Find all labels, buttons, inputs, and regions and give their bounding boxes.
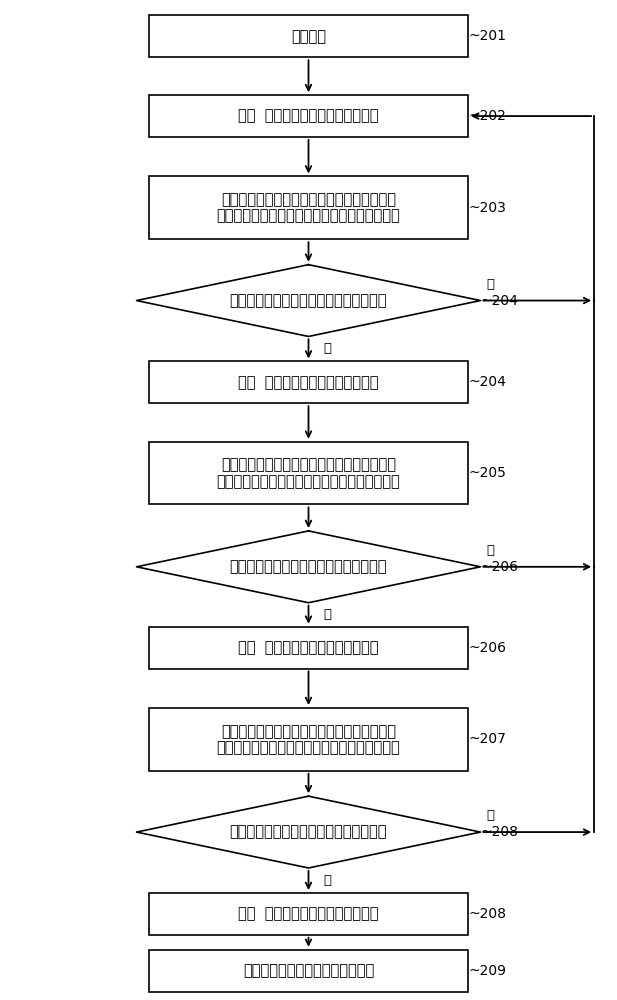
Polygon shape [136, 531, 481, 603]
Text: ~208: ~208 [468, 907, 506, 921]
Text: 从多  个调光设定选用第二调光设定: 从多 个调光设定选用第二调光设定 [238, 375, 379, 390]
Text: ~207: ~207 [468, 732, 506, 746]
Text: 在任意时间内关闭电源并开启电源: 在任意时间内关闭电源并开启电源 [243, 963, 374, 978]
Text: 源，计时控制逻辑计时结束，获得第二计时时间: 源，计时控制逻辑计时结束，获得第二计时时间 [217, 474, 400, 489]
Text: 关闭电源，该计时控制逻辑开始计时，开启电: 关闭电源，该计时控制逻辑开始计时，开启电 [221, 724, 396, 739]
Text: 是: 是 [487, 809, 495, 822]
Text: 否: 否 [324, 608, 332, 621]
Text: ~204: ~204 [468, 375, 506, 389]
Text: 从多  个调光设定选用第四调光设定: 从多 个调光设定选用第四调光设定 [238, 906, 379, 921]
Text: ~208: ~208 [481, 825, 518, 839]
Text: ~204: ~204 [481, 294, 518, 308]
Text: 是: 是 [487, 278, 495, 291]
FancyBboxPatch shape [149, 361, 468, 403]
Text: 开启电源: 开启电源 [291, 29, 326, 44]
Text: ~203: ~203 [468, 201, 506, 215]
FancyBboxPatch shape [149, 708, 468, 771]
Text: 判断该第三计时时间是否大于该预设时间: 判断该第三计时时间是否大于该预设时间 [230, 825, 387, 840]
Text: 否: 否 [324, 342, 332, 355]
FancyBboxPatch shape [149, 627, 468, 669]
Text: ~209: ~209 [468, 964, 506, 978]
FancyBboxPatch shape [149, 950, 468, 992]
FancyBboxPatch shape [149, 442, 468, 504]
Text: 从多  个调光设定选用第三调光设定: 从多 个调光设定选用第三调光设定 [238, 640, 379, 655]
Text: ~202: ~202 [468, 109, 506, 123]
Text: ~206: ~206 [468, 641, 506, 655]
Text: 源，计时控制逻辑计时结束，获得第三计时时间: 源，计时控制逻辑计时结束，获得第三计时时间 [217, 740, 400, 755]
Text: 从多  个调光设定选用第一调光设定: 从多 个调光设定选用第一调光设定 [238, 109, 379, 124]
Text: 关闭电源，该计时控制逻辑开始计时，开启电: 关闭电源，该计时控制逻辑开始计时，开启电 [221, 192, 396, 207]
Polygon shape [136, 265, 481, 336]
Text: 源，计时控制逻辑计时结束，获得第一计时时间: 源，计时控制逻辑计时结束，获得第一计时时间 [217, 208, 400, 223]
FancyBboxPatch shape [149, 893, 468, 935]
Text: ~201: ~201 [468, 29, 506, 43]
Text: 判断该第二计时时间是否大于该预设时间: 判断该第二计时时间是否大于该预设时间 [230, 559, 387, 574]
Text: 否: 否 [324, 874, 332, 887]
Text: 判断该第一计时时间是否大于该预设时间: 判断该第一计时时间是否大于该预设时间 [230, 293, 387, 308]
FancyBboxPatch shape [149, 176, 468, 239]
FancyBboxPatch shape [149, 15, 468, 57]
FancyBboxPatch shape [149, 95, 468, 137]
Text: 是: 是 [487, 544, 495, 557]
Text: ~205: ~205 [468, 466, 506, 480]
Polygon shape [136, 796, 481, 868]
Text: ~206: ~206 [481, 560, 518, 574]
Text: 关闭电源，该计时控制逻辑开始计时，开启电: 关闭电源，该计时控制逻辑开始计时，开启电 [221, 457, 396, 472]
